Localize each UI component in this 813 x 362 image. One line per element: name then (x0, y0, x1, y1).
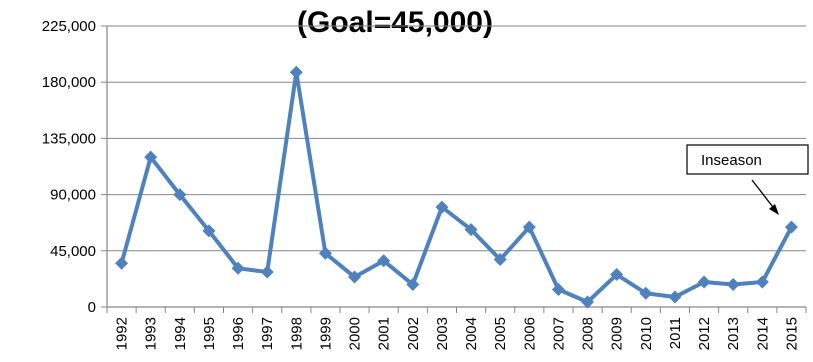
annotation-label: Inseason (701, 152, 762, 169)
axes (106, 26, 806, 308)
gridlines (107, 25, 806, 252)
data-point-marker (726, 278, 740, 292)
x-tick-label: 2002 (405, 317, 422, 350)
series-line (119, 70, 794, 305)
annotation-arrowhead (769, 204, 779, 215)
data-point-marker (115, 256, 129, 270)
annotation-arrow (751, 179, 777, 212)
x-tick-label: 2008 (580, 317, 597, 350)
data-point-marker (406, 278, 420, 292)
data-point-marker (173, 188, 187, 202)
x-tick-label: 1997 (259, 317, 276, 350)
x-tick-label: 1996 (230, 317, 247, 350)
series-group (115, 65, 798, 309)
data-point-marker (202, 224, 216, 238)
data-point-marker (318, 246, 332, 260)
y-tick-label: 180,000 (42, 74, 96, 91)
y-tick-label: 45,000 (50, 243, 96, 260)
y-tick-label: 0 (88, 299, 96, 316)
x-tick-label: 1995 (201, 317, 218, 350)
x-tick-label: 2010 (638, 317, 655, 350)
x-tick-label: 2013 (725, 317, 742, 350)
data-point-marker (289, 65, 303, 79)
x-tick-label: 2015 (783, 317, 800, 350)
x-tick-label: 2004 (463, 317, 480, 350)
x-tick-label: 1993 (143, 317, 160, 350)
data-point-marker (697, 275, 711, 289)
x-tick-label: 1998 (288, 317, 305, 350)
x-tick-label: 2011 (667, 317, 684, 349)
annotation-group: Inseason (686, 144, 809, 215)
data-point-marker (260, 265, 274, 279)
data-point-marker (610, 268, 624, 282)
x-tick-label: 2014 (754, 317, 771, 350)
y-tick-label: 225,000 (42, 18, 96, 35)
y-tick-label: 135,000 (42, 130, 96, 147)
data-point-marker (348, 270, 362, 284)
data-point-marker (231, 261, 245, 275)
data-point-marker (144, 150, 158, 164)
data-point-marker (755, 275, 769, 289)
chart-title-group: (Goal=45,000) (297, 6, 493, 39)
x-tick-label: 1994 (172, 317, 189, 350)
annotation-box (686, 144, 809, 175)
chart-title: (Goal=45,000) (297, 6, 493, 39)
data-point-marker (581, 295, 595, 309)
data-point-marker (522, 220, 536, 234)
x-tick-label: 1992 (114, 317, 131, 350)
y-tick-label: 90,000 (50, 187, 96, 204)
x-tick-label: 2001 (376, 317, 393, 350)
x-tick-label: 1999 (317, 317, 334, 350)
data-point-marker (639, 286, 653, 300)
x-tick-label: 2005 (492, 317, 509, 350)
x-tick-label: 2000 (347, 317, 364, 350)
data-point-marker (493, 253, 507, 267)
y-axis-ticks: 0 45,000 90,000 135,000 180,000 225,000 (42, 18, 107, 316)
x-axis-ticks: 1992 1993 1994 1995 1996 1997 1998 1999 2000 2001… (106, 307, 807, 350)
x-tick-label: 2007 (550, 317, 567, 350)
data-point-marker (668, 290, 682, 304)
data-point-marker (464, 223, 478, 237)
x-tick-label: 2006 (521, 317, 538, 350)
data-point-marker (435, 200, 449, 214)
data-point-marker (377, 254, 391, 268)
data-point-marker (784, 220, 798, 234)
x-tick-label: 2012 (696, 317, 713, 350)
x-tick-label: 2009 (609, 317, 626, 350)
x-tick-label: 2003 (434, 317, 451, 350)
data-point-marker (551, 283, 565, 297)
